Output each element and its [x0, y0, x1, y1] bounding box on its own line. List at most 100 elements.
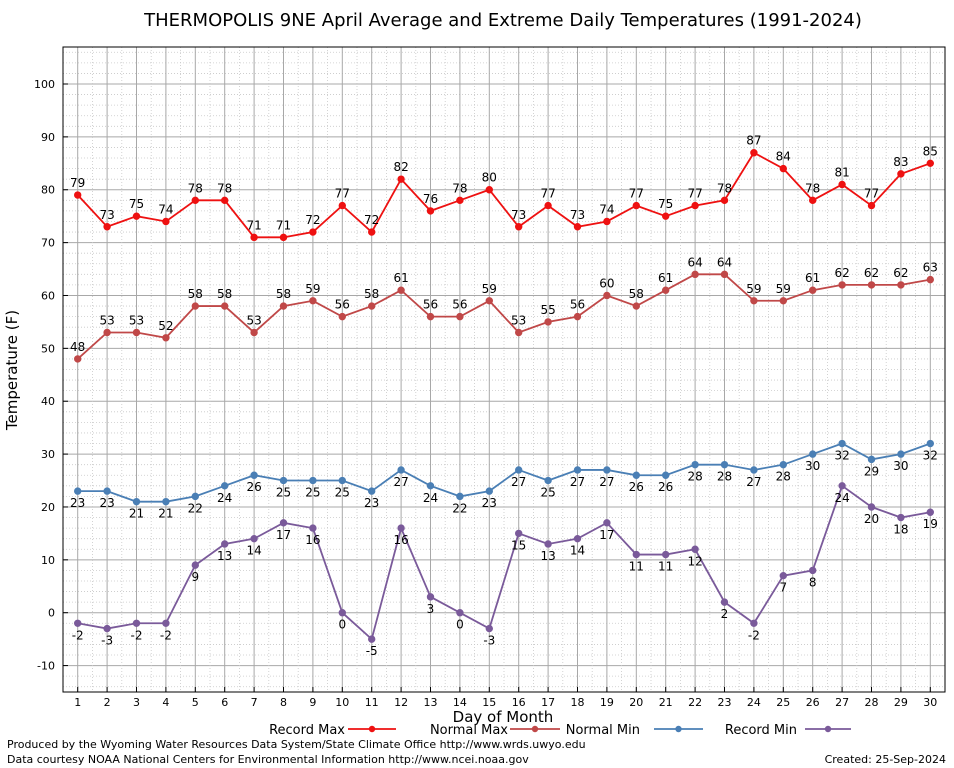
y-tick-label: 50	[41, 342, 55, 355]
record-max-point	[897, 170, 905, 178]
normal-min-point	[74, 487, 82, 495]
normal-max-point	[309, 297, 317, 305]
x-tick-label: 25	[776, 696, 790, 709]
record-min-data-label: -2	[160, 628, 172, 642]
x-tick-label: 30	[923, 696, 937, 709]
y-tick-label: 60	[41, 289, 55, 302]
normal-max-data-label: 62	[893, 266, 908, 280]
normal-max-line	[77, 273, 931, 360]
normal-max-data-label: 63	[923, 261, 938, 275]
normal-min-data-label: 30	[893, 459, 908, 473]
normal-max-data-label: 59	[746, 282, 761, 296]
y-tick-label: 30	[41, 448, 55, 461]
record-max-point	[162, 217, 170, 226]
normal-min-data-label: 25	[276, 486, 291, 500]
normal-max-data-label: 61	[805, 271, 820, 285]
normal-max-point	[779, 297, 787, 305]
record-max-data-label: 73	[511, 208, 526, 222]
normal-min-point	[809, 450, 817, 458]
normal-min-point	[838, 439, 846, 448]
record-max-point	[691, 201, 699, 210]
record-min-point	[691, 545, 699, 553]
record-min-data-label: 7	[779, 581, 787, 595]
record-max-point	[456, 196, 464, 205]
record-max-data-label: 81	[834, 165, 849, 179]
x-tick-label: 17	[541, 696, 555, 709]
grid	[63, 47, 945, 692]
record-min-point	[632, 550, 640, 559]
record-min-point	[926, 508, 934, 516]
normal-min-point	[397, 466, 405, 474]
normal-min-point	[750, 466, 758, 474]
normal-max-data-label: 58	[364, 287, 379, 301]
record-min-data-label: 15	[511, 538, 526, 552]
record-max-point	[809, 196, 817, 205]
normal-min-data-label: 23	[70, 496, 85, 510]
normal-max-data-label: 59	[305, 282, 320, 296]
x-tick-label: 14	[453, 696, 467, 709]
record-max-point	[426, 207, 435, 215]
record-min-data-label: 24	[834, 491, 849, 505]
record-min-data-label: 3	[427, 602, 435, 616]
record-max-data-label: 72	[305, 213, 320, 227]
record-max-data-label: 75	[129, 197, 144, 211]
normal-min-point	[632, 471, 640, 479]
normal-min-data-label: 23	[364, 496, 379, 510]
normal-min-point	[103, 487, 111, 495]
record-max-point	[867, 201, 876, 210]
normal-min-point	[573, 466, 582, 474]
x-tick-label: 15	[482, 696, 496, 709]
normal-max-data-label: 53	[246, 313, 261, 327]
record-min-data-label: -3	[101, 634, 113, 648]
normal-min-data-label: 27	[393, 475, 408, 489]
normal-min-data-label: 23	[482, 496, 497, 510]
record-max-data-label: 80	[482, 171, 497, 185]
record-max-data-label: 79	[70, 176, 85, 190]
x-tick-label: 27	[835, 696, 849, 709]
normal-max-point	[632, 302, 640, 310]
normal-min-point	[867, 455, 876, 464]
record-max-point	[338, 201, 346, 210]
record-min-data-label: 2	[721, 607, 729, 621]
normal-max-data-label: 59	[482, 282, 497, 296]
x-tick-label: 13	[424, 696, 438, 709]
record-min-point	[279, 519, 288, 527]
footer-data-source: Data courtesy NOAA National Centers for …	[7, 753, 529, 766]
normal-min-line	[77, 442, 931, 503]
y-tick-label: 100	[34, 78, 55, 91]
normal-min-point	[897, 450, 905, 458]
normal-max-point	[926, 275, 934, 284]
y-tick-label: 20	[41, 501, 55, 514]
record-max-point	[309, 228, 317, 236]
normal-min-data-label: 28	[717, 470, 732, 484]
normal-min-data-label: 32	[834, 449, 849, 463]
normal-max-data-label: 58	[276, 287, 291, 301]
normal-min-data-label: 30	[805, 459, 820, 473]
record-min-point	[897, 513, 905, 522]
record-min-point	[456, 608, 464, 617]
normal-min-data-label: 26	[629, 480, 644, 494]
y-tick-label: 70	[41, 237, 55, 250]
legend-marker-record-max	[368, 725, 376, 733]
record-max-data-label: 74	[599, 202, 614, 216]
x-tick-label: 16	[512, 696, 526, 709]
y-tick-label: 90	[41, 131, 55, 144]
y-axis-label: Temperature (F)	[3, 310, 21, 431]
record-min-data-label: 12	[687, 554, 702, 568]
record-max-point	[368, 228, 376, 236]
record-min-line	[77, 484, 931, 641]
record-min-point	[132, 619, 141, 627]
record-min-data-label: 19	[923, 517, 938, 531]
x-tick-label: 9	[309, 696, 316, 709]
record-min-data-label: 16	[393, 533, 408, 547]
x-tick-label: 7	[251, 696, 258, 709]
normal-max-point	[250, 328, 258, 337]
normal-min-point	[368, 487, 376, 495]
record-max-point	[279, 233, 288, 242]
record-min-point	[221, 540, 229, 548]
legend-marker-normal-max	[531, 725, 539, 733]
normal-max-point	[103, 328, 111, 337]
